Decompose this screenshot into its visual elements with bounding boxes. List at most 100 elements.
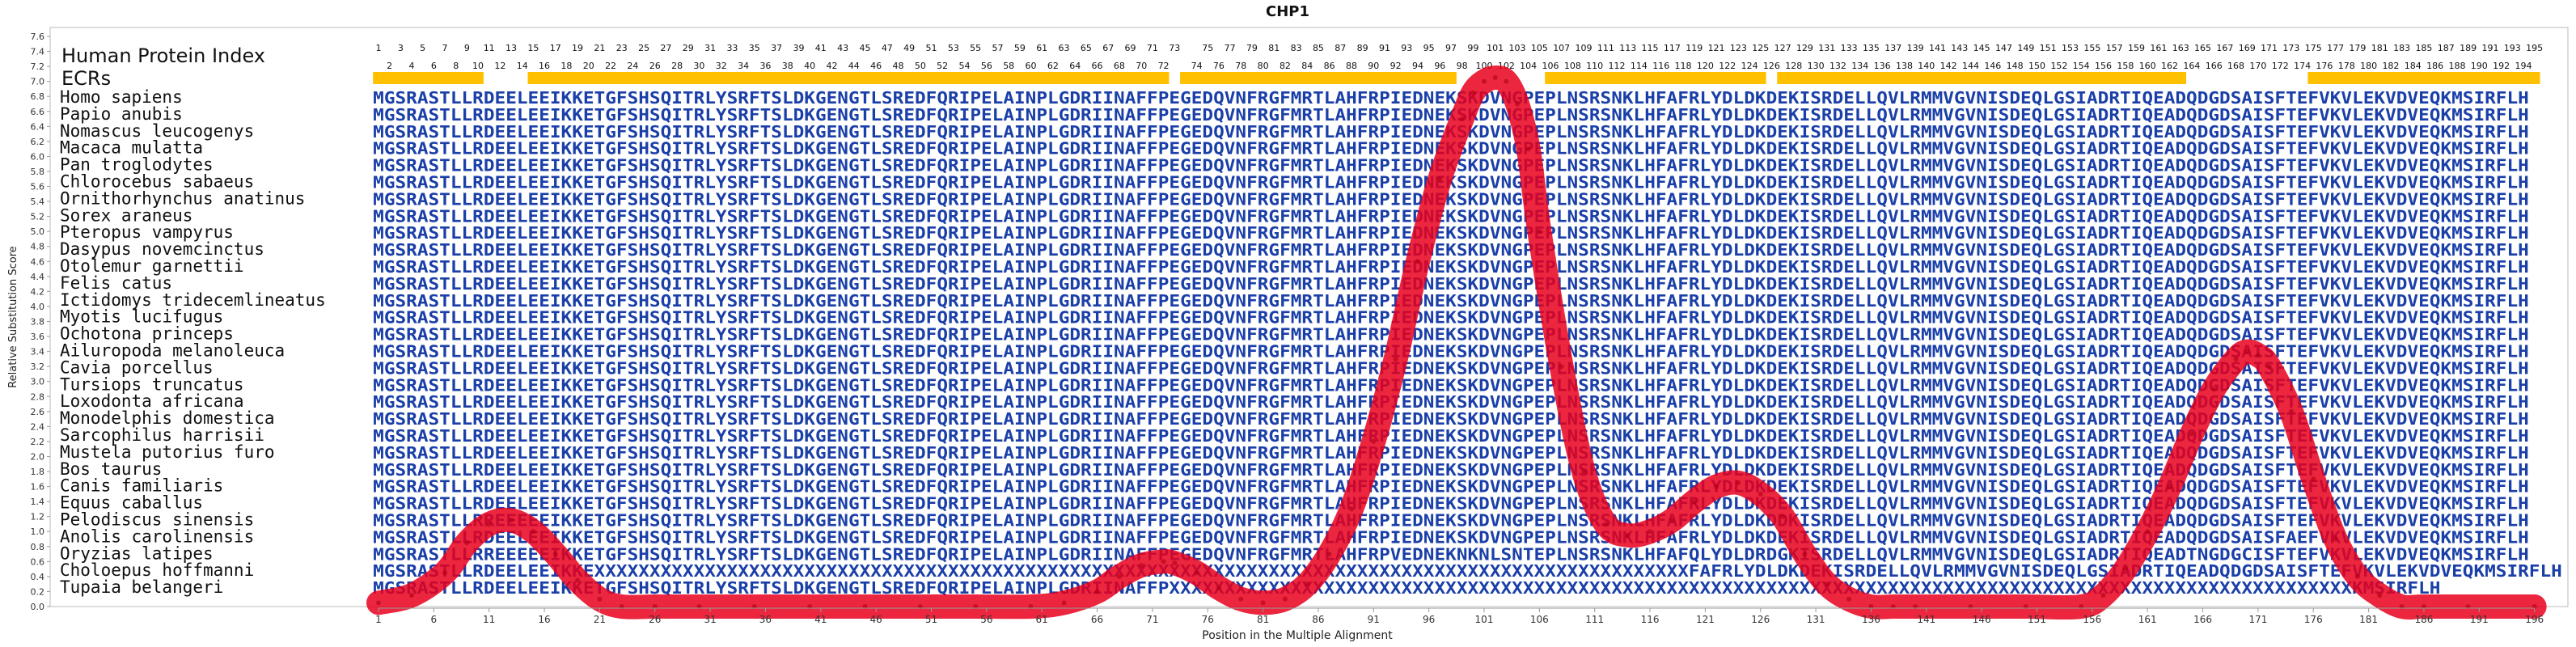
human-index-number: 17 (550, 43, 561, 53)
series-point (409, 593, 415, 598)
human-index-number: 15 (527, 43, 539, 53)
series-point (531, 529, 536, 535)
series-point (1282, 596, 1288, 602)
x-axis-label: Position in the Multiple Alignment (1202, 629, 1393, 642)
series-point (2145, 529, 2151, 535)
series-point (1736, 480, 1741, 485)
series-point (2377, 593, 2383, 598)
human-index-number: 133 (1841, 43, 1858, 53)
series-point (1846, 596, 1852, 602)
y-tick-label: 4.2 (31, 286, 45, 297)
human-index-number: 41 (815, 43, 827, 53)
human-index-number: 63 (1059, 43, 1070, 53)
ecr-bars (373, 72, 2540, 84)
species-name: Tupaia belangeri (60, 577, 223, 597)
human-index-number: 43 (837, 43, 848, 53)
x-tick-label: 186 (2414, 614, 2433, 625)
human-index-number: 23 (616, 43, 628, 53)
human-index-number: 55 (970, 43, 981, 53)
human-index-number: 58 (1003, 61, 1014, 71)
species-name: Nomascus leucogenys (60, 121, 254, 141)
plot-frame (49, 27, 2569, 607)
x-tick-label: 41 (814, 614, 827, 625)
series-point (1470, 90, 1476, 95)
series-point (1525, 146, 1531, 152)
human-index-number: 32 (716, 61, 727, 71)
series-point (1216, 585, 1221, 590)
x-tick-label: 6 (431, 614, 438, 625)
species-name: Felis catus (60, 273, 172, 293)
x-tick-label: 171 (2248, 614, 2267, 625)
human-index-number: 191 (2481, 43, 2498, 53)
human-index-number: 59 (1014, 43, 1026, 53)
human-index-number: 49 (903, 43, 915, 53)
species-name: Mustela putorius furo (60, 442, 275, 462)
human-index-number: 160 (2139, 61, 2156, 71)
y-tick-label: 7.4 (31, 47, 45, 57)
y-tick-label: 6.8 (31, 91, 45, 102)
human-index-number: 51 (926, 43, 937, 53)
y-tick-label: 7.6 (31, 32, 45, 42)
human-index-number: 171 (2261, 43, 2278, 53)
human-index-number: 113 (1619, 43, 1636, 53)
sequence-text: MGSRASTLLRDEELEEIKKETGFSHSQITRLYSRFTSLDK… (373, 206, 2529, 226)
human-index-number: 152 (2050, 61, 2067, 71)
human-index-number: 177 (2327, 43, 2344, 53)
series-point (1172, 560, 1178, 566)
sequence-text: MGSRASTLLRDEELEEIKKETGFSHSQITRLYSRFTSLDK… (373, 291, 2529, 311)
human-index-number: 104 (1520, 61, 1537, 71)
series-point (2255, 353, 2261, 358)
human-index-number: 156 (2095, 61, 2112, 71)
series-point (1437, 176, 1443, 182)
series-point (1371, 438, 1377, 444)
human-index-number: 141 (1929, 43, 1946, 53)
human-index-number: 190 (2471, 61, 2488, 71)
human-index-number: 52 (937, 61, 948, 71)
human-index-number: 187 (2438, 43, 2455, 53)
y-tick-label: 2.0 (31, 451, 45, 462)
series-point (1348, 506, 1354, 512)
species-name: Homo sapiens (60, 87, 183, 107)
human-index-number: 60 (1026, 61, 1037, 71)
series-point (376, 600, 381, 606)
human-index-number: 140 (1918, 61, 1935, 71)
human-index-number: 87 (1335, 43, 1346, 53)
y-tick-label: 6.2 (31, 137, 45, 147)
human-index-number: 158 (2117, 61, 2134, 71)
y-tick-label: 3.0 (31, 377, 45, 387)
human-index-number: 28 (671, 61, 683, 71)
y-tick-label: 0.2 (31, 586, 45, 597)
human-index-number: 124 (1741, 61, 1758, 71)
y-tick-label: 1.4 (31, 497, 45, 507)
species-name: Chlorocebus sabaeus (60, 172, 254, 192)
species-name: Sorex araneus (60, 205, 192, 225)
human-index-number: 167 (2216, 43, 2233, 53)
human-index-number: 147 (1995, 43, 2012, 53)
y-tick-label: 3.2 (31, 362, 45, 372)
series-point (552, 552, 558, 557)
x-tick-label: 1 (375, 614, 382, 625)
series-point (1780, 514, 1786, 519)
human-index-number: 178 (2338, 61, 2355, 71)
human-index-number: 46 (870, 61, 882, 71)
x-tick-label: 146 (1973, 614, 1991, 625)
species-name: Dasypus novemcinctus (60, 239, 264, 259)
human-index-number: 88 (1346, 61, 1357, 71)
y-tick-label: 1.8 (31, 467, 45, 477)
human-index-number: 130 (1808, 61, 1825, 71)
y-tick-label: 7.0 (31, 77, 45, 87)
x-tick-label: 86 (1312, 614, 1324, 625)
human-index-number: 125 (1752, 43, 1769, 53)
x-tick-label: 26 (649, 614, 661, 625)
species-name: Sarcophilus harrisii (60, 425, 264, 445)
human-index-number: 50 (915, 61, 926, 71)
species-name: Otolemur garnettii (60, 256, 244, 276)
series-point (1139, 562, 1144, 568)
human-index-number: 180 (2360, 61, 2377, 71)
sequence-text: MGSRASTLLRDEELEEIKKETGFSHSQITRLYSRFTSLDK… (373, 88, 2529, 108)
human-index-number: 128 (1785, 61, 1802, 71)
human-index-number: 62 (1047, 61, 1059, 71)
series-point (1305, 581, 1310, 587)
series-point (1714, 484, 1719, 489)
human-index-number: 136 (1874, 61, 1891, 71)
